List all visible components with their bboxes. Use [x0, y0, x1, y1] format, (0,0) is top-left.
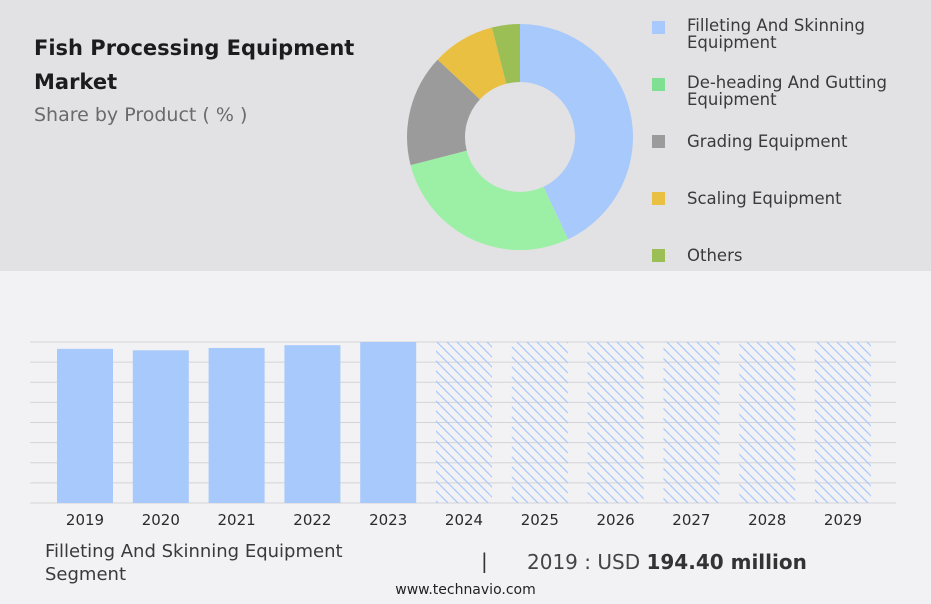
donut-slice-others[interactable] [491, 24, 520, 84]
x-tick-label: 2027 [672, 511, 710, 529]
bar-chart: 2019 2020 2021 2022 2023 2024 2025 2026 2027 2028… [30, 341, 896, 529]
segment-value: 194.40 million [646, 550, 807, 574]
x-tick-label: 2022 [293, 511, 331, 529]
legend-swatch [652, 249, 665, 262]
donut-chart [407, 24, 633, 250]
x-tick-label: 2023 [369, 511, 407, 529]
bar-2021[interactable] [208, 347, 265, 503]
donut-slice-scaling[interactable] [437, 27, 507, 100]
donut-slice-deheading[interactable] [410, 150, 569, 250]
segment-sep: : [584, 550, 592, 574]
legend-label: Others [687, 246, 743, 265]
x-tick-label: 2029 [824, 511, 862, 529]
legend-swatch [652, 192, 665, 205]
forecast-bar-2024[interactable] [436, 342, 492, 503]
legend-label: Grading Equipment [687, 132, 848, 151]
forecast-bar-2027[interactable] [663, 342, 720, 503]
chart-title: Fish Processing Equipment Market [34, 36, 355, 94]
segment-name: Filleting And Skinning Equipment Segment [45, 541, 343, 585]
legend-label: Filleting And Skinning Equipment [687, 16, 865, 52]
bar-2022[interactable] [284, 345, 341, 503]
forecast-bar-2029[interactable] [815, 342, 871, 503]
segment-year: 2019 [527, 550, 578, 574]
forecast-bar-2025[interactable] [511, 342, 568, 503]
forecast-bar-2026[interactable] [587, 342, 644, 503]
footer-url[interactable]: www.technavio.com [395, 582, 536, 598]
legend-swatch [652, 78, 665, 91]
x-tick-label: 2026 [597, 511, 635, 529]
legend-label: Scaling Equipment [687, 189, 842, 208]
x-tick-label: 2020 [142, 511, 180, 529]
donut-slice-grading[interactable] [407, 59, 480, 166]
x-tick-label: 2021 [218, 511, 256, 529]
donut-slice-filleting[interactable] [520, 24, 633, 240]
bar-2020[interactable] [132, 350, 189, 503]
x-tick-label: 2025 [521, 511, 559, 529]
legend-label: De-heading And Gutting Equipment [687, 73, 887, 109]
forecast-bar-2028[interactable] [739, 342, 796, 503]
legend-swatch [652, 135, 665, 148]
x-tick-label: 2019 [66, 511, 104, 529]
segment-currency: USD [597, 550, 641, 574]
separator: | [481, 549, 488, 573]
legend: Filleting And Skinning Equipment De-head… [652, 0, 931, 271]
segment-value-line: 2019 : USD 194.40 million [527, 550, 807, 574]
legend-swatch [652, 21, 665, 34]
bar-2019[interactable] [57, 348, 113, 503]
bar-2023[interactable] [360, 342, 417, 503]
x-tick-label: 2028 [748, 511, 786, 529]
chart-subtitle: Share by Product ( % ) [34, 104, 248, 126]
x-tick-label: 2024 [445, 511, 483, 529]
